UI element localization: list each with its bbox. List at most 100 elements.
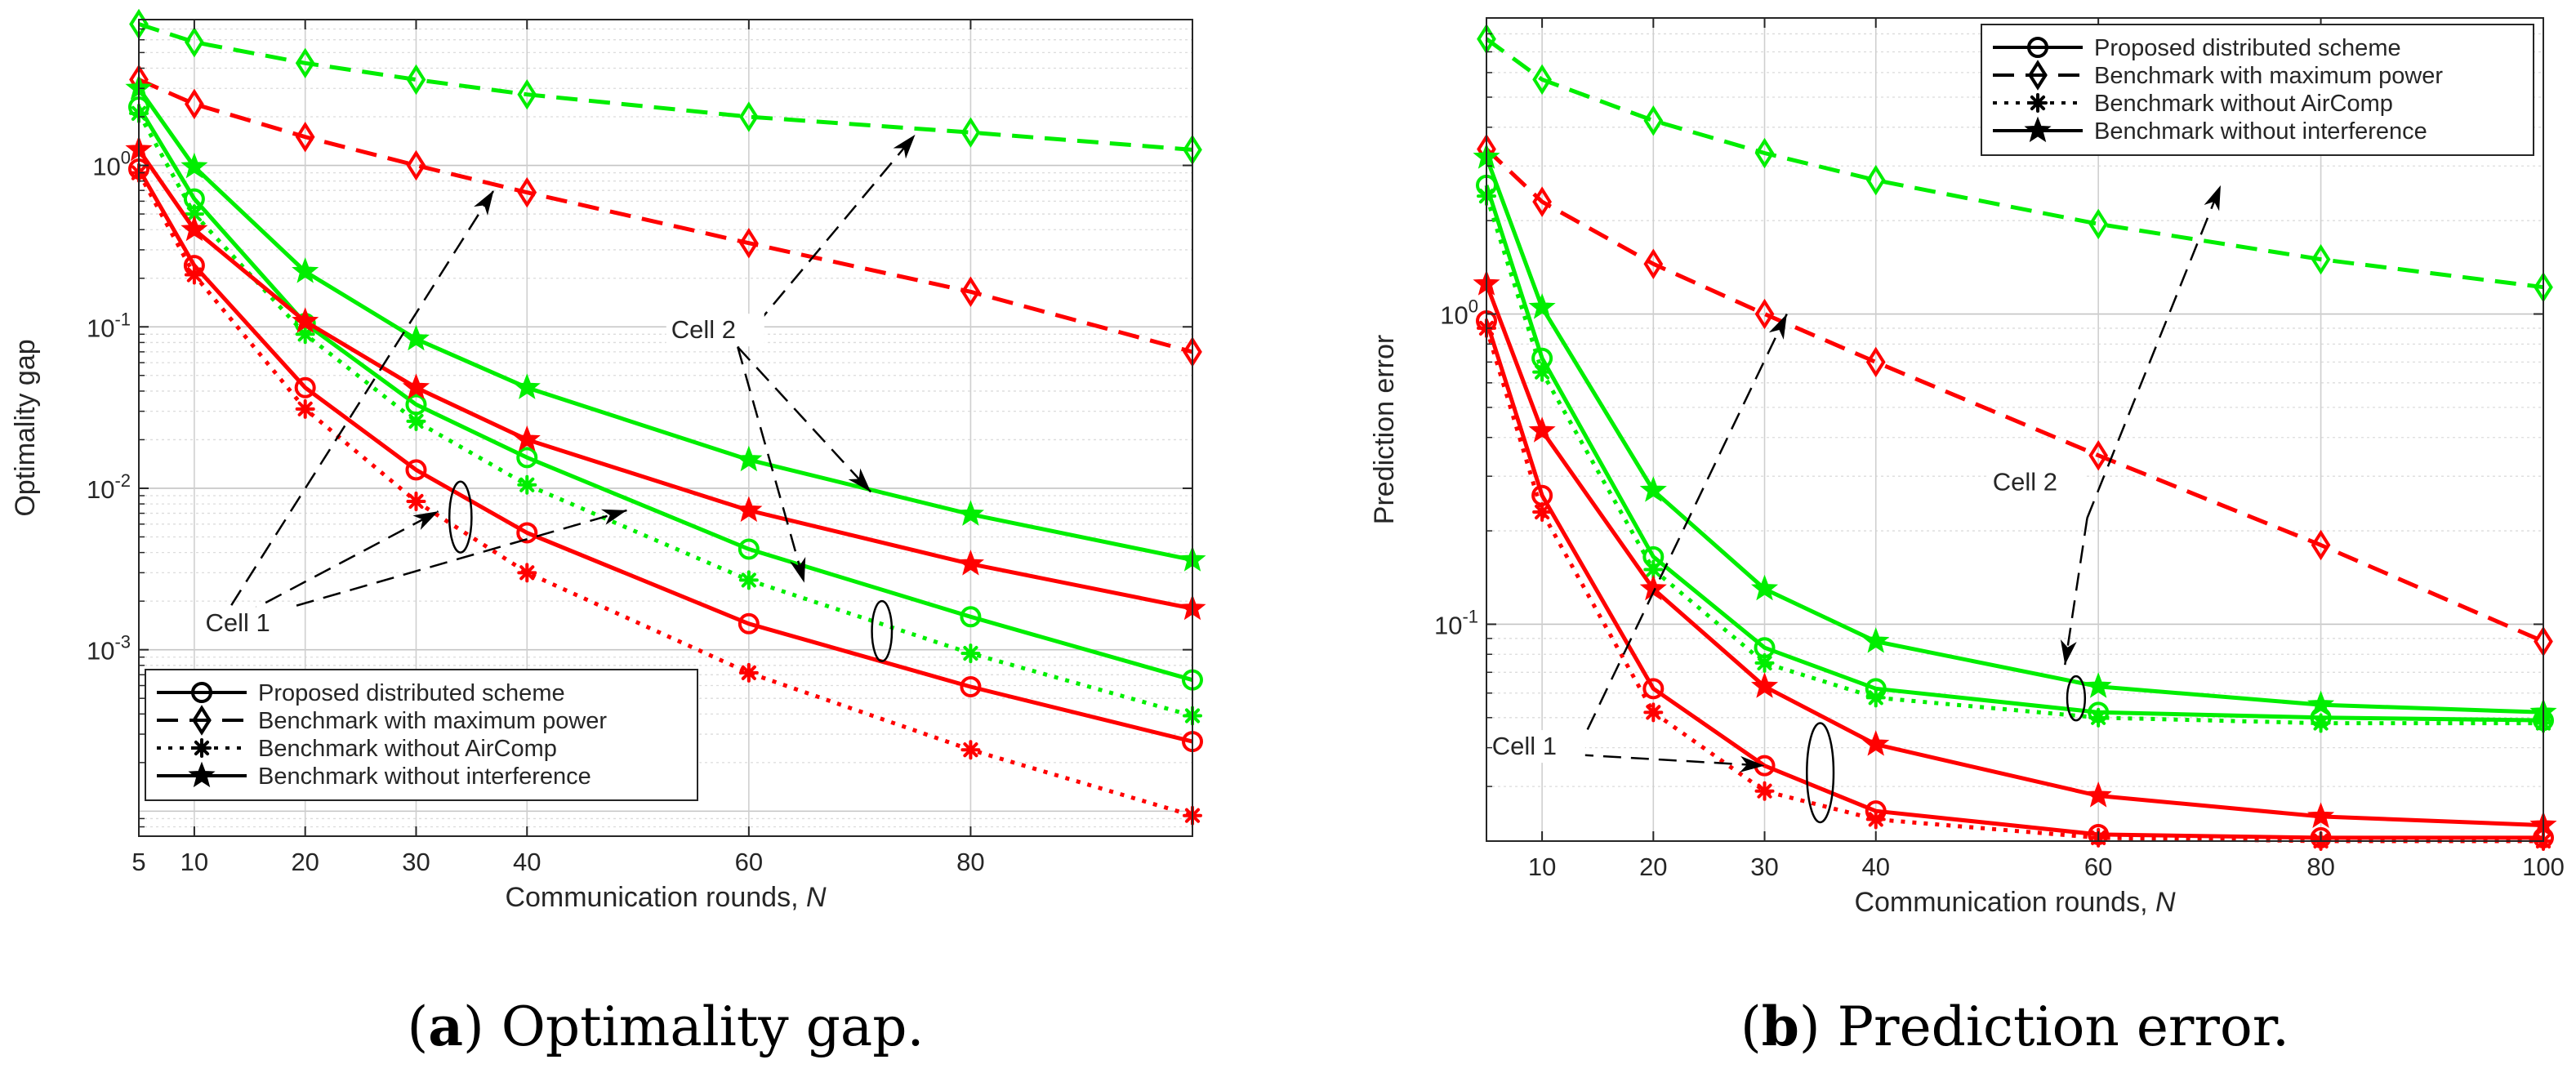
data-point <box>1528 416 1556 443</box>
annotation-arrowhead <box>474 190 494 216</box>
series-no_interference-cell-1 <box>1473 269 2557 837</box>
axes-frame <box>1486 17 2544 842</box>
data-point <box>1862 730 1890 756</box>
data-point <box>295 324 315 345</box>
annotation-label: Cell 1 <box>205 608 270 637</box>
annotation-arrowhead <box>600 509 627 525</box>
data-point <box>960 606 982 628</box>
data-point <box>1532 362 1553 382</box>
data-point <box>2311 243 2331 275</box>
series-line <box>1485 147 2544 643</box>
annotation-background <box>666 314 764 347</box>
series-max_power-cell-2 <box>1477 24 2553 303</box>
data-point <box>295 121 315 153</box>
annotation-arrowhead <box>2060 639 2077 666</box>
data-point <box>1865 809 1886 830</box>
annotations: Cell 1 Cell 2 <box>200 134 916 662</box>
data-point <box>738 662 759 683</box>
annotation-arrow-line <box>2086 185 2222 519</box>
data-point <box>1643 702 1664 723</box>
annotation-label: Cell 2 <box>1993 468 2057 496</box>
x-tick-label: 10 <box>180 848 208 876</box>
y-tick-label: 10-1 <box>87 309 131 342</box>
data-point <box>1865 688 1886 708</box>
legend-label: Benchmark without interference <box>2094 118 2427 145</box>
data-point <box>513 373 541 399</box>
series-line <box>136 148 1193 611</box>
x-tick-label: 30 <box>402 848 430 876</box>
data-point <box>2307 802 2335 828</box>
y-tick-label: 10-1 <box>1434 606 1478 639</box>
axes: 5 10 20 30 40 60 80 100 10-1 10-2 10-3 <box>87 19 1192 876</box>
figure-caption: (a) Optimality gap. <box>408 995 925 1058</box>
data-point <box>180 215 208 242</box>
data-point <box>1865 164 1886 196</box>
y-tick-label: 100 <box>92 148 131 181</box>
x-tick-label: 40 <box>513 848 541 876</box>
series-line <box>136 112 1193 718</box>
data-point <box>1750 574 1779 601</box>
data-point <box>735 445 763 472</box>
data-point <box>1642 678 1665 700</box>
legend-marker <box>192 738 212 758</box>
legend-label: Benchmark without interference <box>258 764 591 790</box>
data-point <box>735 496 763 523</box>
legend-marker <box>2028 93 2048 113</box>
data-point <box>405 459 427 481</box>
y-tick-label: 10-2 <box>87 470 131 504</box>
y-tick-label: 10-3 <box>87 632 131 666</box>
data-point <box>738 612 760 634</box>
data-point <box>1532 64 1552 96</box>
annotation-label: Cell 2 <box>671 315 736 344</box>
annotation-arrowhead <box>2204 185 2221 211</box>
data-point <box>960 740 981 760</box>
data-point <box>960 675 982 697</box>
annotations: Cell 1 Cell 2 <box>1486 185 2222 824</box>
annotation-arrow-line <box>215 189 495 630</box>
annotation-label: Cell 1 <box>1492 732 1557 760</box>
series-line <box>138 22 1193 152</box>
legend-label: Benchmark without AirComp <box>258 736 557 762</box>
series-no_aircomp-cell-1 <box>1477 318 2553 851</box>
series-line <box>1485 37 2544 290</box>
y-axis-label: Optimality gap <box>10 339 41 516</box>
series-line <box>1484 320 2543 840</box>
data-point <box>1532 186 1552 217</box>
data-point <box>402 373 430 399</box>
y-axis-label: Prediction error <box>1369 335 1400 524</box>
data-point <box>517 78 537 110</box>
legend-label: Benchmark with maximum power <box>258 708 607 734</box>
annotation-arrowhead <box>1768 314 1787 340</box>
legend-marker <box>2027 37 2048 58</box>
series-line <box>1484 156 2544 715</box>
data-point <box>1639 476 1667 502</box>
annotation-arrowhead <box>848 468 871 492</box>
group-ellipse <box>1806 722 1835 824</box>
legend-label: Benchmark without AirComp <box>2094 91 2393 117</box>
x-axis-label: Communication rounds, N <box>505 882 827 913</box>
axes: 10 20 30 40 60 80 100 100 10-1 <box>1434 17 2565 881</box>
group-ellipse <box>2066 675 2087 722</box>
data-point <box>1754 137 1775 169</box>
y-tick-label: 100 <box>1440 296 1478 330</box>
chart-panel-1: Cell 1 Cell 2 5 10 20 30 40 60 80 100 10-1 10-2 10-3… <box>10 8 1206 1058</box>
data-point <box>1750 672 1779 698</box>
x-tick-label: 20 <box>291 848 319 876</box>
annotation-background <box>1987 465 2086 499</box>
data-point <box>2311 713 2331 733</box>
data-point <box>295 398 315 419</box>
data-point <box>402 324 430 351</box>
data-point <box>738 228 759 259</box>
chart-panel-2: Cell 1 Cell 2 10 20 30 40 60 80 100 100 10-1 Commun… <box>1369 17 2565 1058</box>
data-point <box>1754 298 1775 330</box>
series-max_power-cell-2 <box>129 8 1202 166</box>
series-no_interference-cell-2 <box>1473 143 2557 724</box>
data-point <box>960 117 981 148</box>
data-point <box>180 152 208 179</box>
data-point <box>516 522 538 544</box>
x-tick-label: 60 <box>2084 853 2112 881</box>
data-point <box>2084 672 2112 698</box>
data-point <box>185 26 204 58</box>
figure-caption: (b) Prediction error. <box>1740 995 2289 1058</box>
